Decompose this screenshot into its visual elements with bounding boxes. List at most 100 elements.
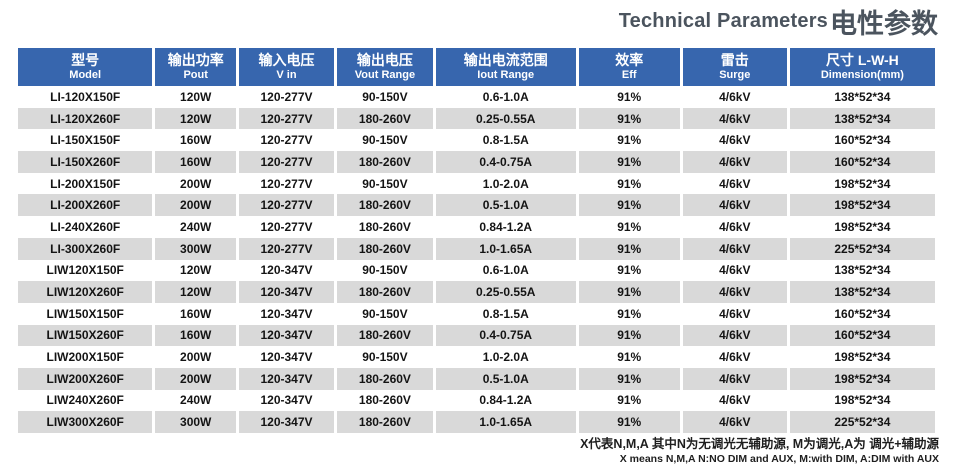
table-cell: 198*52*34 (834, 219, 891, 234)
table-cell: 91% (578, 237, 680, 260)
table-cell: 160W (155, 324, 237, 347)
model-cell: LIW120X260F (18, 281, 153, 303)
table-cell: 90-150V (362, 350, 408, 365)
column-header-en: V in (276, 69, 297, 81)
table-cell: 225*52*34 (789, 237, 935, 260)
table-cell: 120-347V (239, 324, 334, 347)
table-cell: 90-150V (362, 89, 408, 104)
table-cell: 120-277V (239, 194, 334, 217)
table-cell: 198*52*34 (789, 194, 935, 217)
table-row: LIW150X150F 160W 120-347V 90-150V 0.8-1.5A 91… (18, 303, 935, 325)
table-cell: 120-347V (260, 263, 313, 278)
table-cell: 91% (617, 306, 642, 321)
table-cell: 198*52*34 (834, 350, 891, 365)
table-cell: 180-260V (336, 237, 433, 260)
table-cell: 160W (155, 151, 237, 173)
model-cell: LI-150X150F (50, 133, 121, 148)
column-header-zh: 效率 (615, 52, 644, 68)
column-header-en: Pout (183, 69, 208, 81)
table-cell: 91% (578, 367, 680, 390)
table-row: LIW200X150F 200W 120-347V 90-150V 1.0-2.0A 91… (18, 346, 935, 368)
footnote-en: X means N,M,A N:NO DIM and AUX, M:with D… (619, 452, 939, 465)
table-cell: 0.25-0.55A (435, 281, 576, 303)
column-header-zh: 型号 (71, 52, 100, 68)
table-cell: 91% (617, 219, 642, 234)
footnote: X代表N,M,A 其中N为无调光无辅助源, M为调光,A为 调光+辅助源 X m… (580, 437, 939, 466)
table-cell: 180-260V (336, 194, 433, 217)
table-cell: 120-347V (239, 367, 334, 390)
model-cell: LI-300X260F (18, 237, 153, 260)
table-cell: 91% (578, 411, 680, 433)
table-cell: 120-347V (260, 393, 313, 408)
column-header-vout-range: 输出电压 Vout Range (336, 48, 433, 86)
model-cell: LIW200X150F (46, 350, 124, 365)
page-title: Technical Parameters 电性参数 (619, 0, 938, 42)
table-cell: 120W (155, 107, 237, 130)
column-header-zh: 雷击 (720, 52, 749, 68)
table-header: 型号 Model 输出功率 Pout 输入电压 V in 输出电压 Vout Range 输出电… (18, 48, 935, 86)
table-cell: 91% (617, 176, 642, 191)
footnote-zh: X代表N,M,A 其中N为无调光无辅助源, M为调光,A为 调光+辅助源 (580, 437, 939, 451)
table-cell: 91% (617, 393, 642, 408)
table-cell: 4/6kV (719, 133, 751, 148)
model-cell: LI-120X260F (18, 107, 153, 130)
table-cell: 1.0-2.0A (482, 350, 529, 365)
model-cell: LI-200X260F (18, 194, 153, 217)
table-cell: 4/6kV (719, 306, 751, 321)
table-cell: 120W (155, 281, 237, 303)
model-cell: LIW120X150F (46, 263, 124, 278)
table-cell: 120-277V (260, 176, 313, 191)
table-cell: 1.0-1.65A (435, 411, 576, 433)
table-cell: 300W (155, 237, 237, 260)
column-header-zh: 输出电压 (356, 52, 413, 68)
table-cell: 4/6kV (682, 194, 787, 217)
table-cell: 120-347V (239, 411, 334, 433)
model-cell: LI-240X260F (50, 219, 121, 234)
column-header-iout-range: 输出电流范围 Iout Range (435, 48, 576, 86)
column-header-zh: 输入电压 (258, 52, 315, 68)
table-cell: 1.0-1.65A (435, 237, 576, 260)
table-row: LI-150X150F 160W 120-277V 90-150V 0.8-1.5A 91… (18, 129, 935, 151)
table-row: LI-200X150F 200W 120-277V 90-150V 1.0-2.0A 91… (18, 173, 935, 195)
table-cell: 138*52*34 (789, 281, 935, 303)
table-cell: 138*52*34 (789, 107, 935, 130)
table-cell: 180-260V (336, 151, 433, 173)
table-cell: 91% (578, 194, 680, 217)
table-cell: 180-260V (336, 411, 433, 433)
table-cell: 120-347V (260, 306, 313, 321)
table-cell: 1.0-2.0A (482, 176, 529, 191)
table-cell: 180-260V (336, 281, 433, 303)
table-cell: 120-347V (239, 281, 334, 303)
column-header-pout: 输出功率 Pout (155, 48, 237, 86)
table-cell: 4/6kV (682, 411, 787, 433)
model-cell: LIW240X260F (46, 393, 124, 408)
column-header-eff: 效率 Eff (578, 48, 680, 86)
table-row: LIW120X260F 120W 120-347V 180-260V 0.25-0.55… (18, 281, 935, 303)
column-header-en: Model (69, 69, 102, 81)
table-cell: 4/6kV (719, 219, 751, 234)
table-cell: 4/6kV (719, 350, 751, 365)
table-cell: 180-260V (358, 393, 411, 408)
table-cell: 91% (617, 263, 642, 278)
table-cell: 90-150V (362, 263, 408, 278)
table-row: LIW150X260F 160W 120-347V 180-260V 0.4-0.75A… (18, 324, 935, 347)
column-header-en: Vout Range (354, 69, 416, 81)
table-cell: 0.6-1.0A (482, 89, 529, 104)
page-title-zh: 电性参数 (830, 8, 938, 39)
model-cell: LIW200X260F (18, 367, 153, 390)
table-cell: 91% (617, 89, 642, 104)
table-cell: 4/6kV (682, 151, 787, 173)
table-cell: 91% (578, 324, 680, 347)
table-cell: 0.4-0.75A (435, 151, 576, 173)
table-cell: 240W (180, 219, 212, 234)
table-cell: 180-260V (336, 324, 433, 347)
column-header-v-in: 输入电压 V in (239, 48, 334, 86)
table-header-row: 型号 Model 输出功率 Pout 输入电压 V in 输出电压 Vout Range 输出电… (18, 48, 935, 86)
column-header-en: Iout Range (477, 69, 535, 81)
table-cell: 160*52*34 (834, 133, 891, 148)
table-cell: 160*52*34 (834, 306, 891, 321)
table-cell: 4/6kV (719, 393, 751, 408)
model-cell: LI-150X260F (18, 151, 153, 173)
table-cell: 0.6-1.0A (482, 263, 529, 278)
column-header-en: Dimension(mm) (820, 69, 904, 81)
